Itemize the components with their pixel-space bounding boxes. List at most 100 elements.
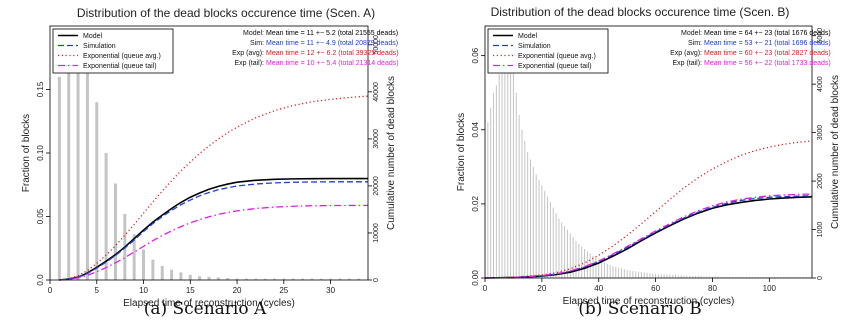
histogram-bar: [669, 274, 671, 278]
histogram-bar: [552, 207, 554, 278]
histogram-bar: [686, 275, 688, 278]
stats-deads-word: deads): [809, 40, 830, 47]
histogram-bar: [603, 262, 605, 278]
histogram-bar: [179, 272, 183, 280]
histogram-bar: [527, 152, 529, 278]
histogram-bar: [561, 222, 563, 278]
stats-sd-value: 21: [765, 40, 775, 47]
histogram-bar: [626, 269, 628, 278]
series-line: [484, 193, 813, 279]
histogram-bar: [160, 266, 164, 280]
histogram-bar: [104, 153, 108, 280]
histogram-bar: [677, 275, 679, 278]
histogram-bar: [595, 257, 597, 278]
x-tick-label: 80: [708, 284, 717, 293]
histogram-bar: [510, 44, 512, 278]
stats-mean-value: 11: [307, 40, 316, 47]
y-axis-label: Fraction of blocks: [456, 113, 467, 191]
legend-label: Exponential (queue avg.): [83, 53, 161, 60]
y2-tick-label: 30000: [373, 129, 380, 149]
histogram-bar: [660, 274, 662, 278]
histogram-bar: [720, 276, 722, 278]
stats-pm-sign: +−: [754, 50, 764, 57]
histogram-bar: [743, 276, 745, 278]
stats-mean-value: 12: [307, 50, 317, 57]
histogram-bar: [67, 56, 71, 281]
histogram-bar: [643, 272, 645, 278]
histogram-bar: [558, 218, 560, 278]
stats-pm-sign: +−: [754, 40, 764, 47]
histogram-bar: [800, 276, 802, 278]
histogram-bar: [680, 275, 682, 278]
histogram-bar: [706, 276, 708, 278]
histogram-bar: [319, 278, 323, 280]
stats-sd-value: 5.4: [327, 60, 339, 67]
x-axis-label: Elapsed time of reconstruction (cycles): [123, 298, 295, 309]
histogram-bar: [683, 275, 685, 278]
stats-total-word: (total: [338, 30, 356, 37]
y2-tick-label: 0: [817, 276, 824, 280]
histogram-bar: [538, 179, 540, 278]
histogram-bar: [601, 260, 603, 278]
x-axis-label: Elapsed time of reconstruction (cycles): [563, 296, 735, 307]
histogram-bar: [569, 233, 571, 278]
series-line: [484, 195, 813, 279]
histogram-bar: [592, 255, 594, 278]
histogram-bar: [620, 268, 622, 278]
histogram-bar: [310, 278, 314, 280]
histogram-bar: [623, 269, 625, 278]
legend-label: Model: [83, 33, 103, 40]
stats-sd-value: 5.2: [326, 30, 338, 37]
stats-sd-value: 4.9: [326, 40, 338, 47]
x-tick-label: 25: [279, 286, 288, 295]
histogram-bar: [549, 202, 551, 278]
x-tick-label: 5: [95, 286, 100, 295]
stats-sd-value: 23: [765, 50, 775, 57]
histogram-bar: [76, 47, 80, 281]
histogram-bar: [711, 276, 713, 278]
stats-row-label: Sim:: [688, 40, 702, 47]
stats-row: Mean time = 56 +− 22 (total 1733 deads): [704, 60, 831, 67]
stats-mean-word: Mean time =: [266, 60, 307, 67]
stats-mean-value: 64: [745, 30, 755, 37]
y-tick-label: 0.00: [471, 270, 480, 286]
stats-row-label: Exp (avg):: [670, 50, 702, 57]
histogram-bar: [737, 276, 739, 278]
y2-tick-label: 3000: [817, 125, 824, 141]
histogram-bars: [487, 37, 810, 279]
histogram-bar: [512, 63, 514, 279]
histogram-bar: [216, 277, 220, 280]
histogram-bar: [638, 271, 640, 278]
stats-mean-value: 53: [745, 40, 755, 47]
histogram-bar: [57, 76, 61, 280]
stats-mean-word: Mean time =: [704, 60, 745, 67]
stats-mean-word: Mean time =: [704, 50, 745, 57]
stats-mean-value: 56: [745, 60, 755, 67]
figure-caption: (a) Scenario A: [144, 299, 267, 319]
histogram-bar: [794, 276, 796, 278]
histogram-bar: [652, 273, 654, 278]
histogram-bar: [515, 92, 517, 279]
histogram-bar: [490, 107, 492, 278]
histogram-bar: [723, 276, 725, 278]
y-tick-label: 0.15: [36, 81, 45, 97]
stats-total-word: (total: [338, 60, 356, 67]
histogram-bar: [254, 278, 258, 280]
legend-label: Simulation: [518, 43, 551, 50]
x-tick-label: 20: [537, 284, 546, 293]
histogram-bar: [692, 276, 694, 278]
stats-total-word: (total: [774, 30, 792, 37]
histogram-bar: [606, 263, 608, 278]
x-tick-label: 100: [763, 284, 777, 293]
stats-mean-value: 11: [307, 30, 316, 37]
stats-row: Mean time = 60 +− 23 (total 2827 deads): [704, 50, 831, 57]
histogram-bar: [666, 274, 668, 278]
histogram-bar: [572, 237, 574, 278]
stats-row: Mean time = 11 +− 5.2 (total 21555 deads…: [266, 30, 398, 37]
stats-pm-sign: +−: [316, 60, 326, 67]
histogram-bar: [763, 276, 765, 278]
stats-total-word: (total: [774, 40, 792, 47]
histogram-bar: [808, 276, 810, 278]
histogram-bar: [635, 271, 637, 278]
